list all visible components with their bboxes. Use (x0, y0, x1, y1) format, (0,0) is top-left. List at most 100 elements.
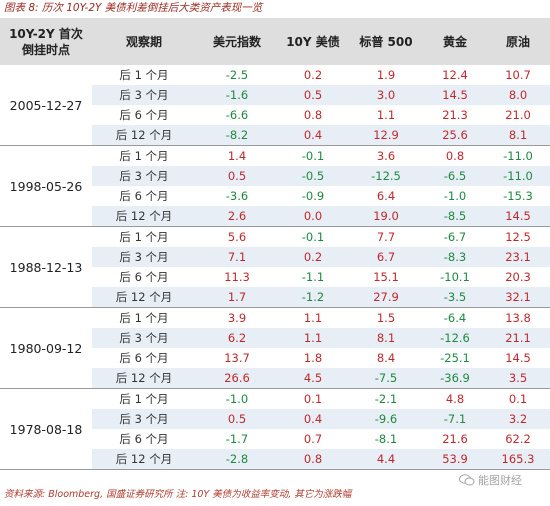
value-sp500: 8.1 (348, 328, 424, 348)
period-label: 后 12 个月 (92, 449, 196, 470)
period-label: 后 1 个月 (119, 392, 169, 406)
value-oil: 0.1 (508, 392, 528, 406)
value-usd: 1.7 (196, 287, 278, 308)
period-label: 后 3 个月 (92, 166, 196, 186)
value-oil: 3.5 (486, 368, 550, 389)
period-label: 后 1 个月 (119, 149, 169, 163)
value-sp500: 6.4 (376, 189, 396, 203)
period-label: 后 3 个月 (92, 247, 196, 267)
value-sp500: 8.4 (376, 351, 396, 365)
value-oil: -15.3 (503, 189, 533, 203)
period-label: 后 3 个月 (92, 85, 196, 105)
period-label: 后 6 个月 (119, 351, 169, 365)
value-10y-treasury: 1.1 (303, 311, 323, 325)
table-row: 后 6 个月 -1.7 0.7 -8.1 21.6 62.2 (0, 429, 550, 449)
header-inversion-date-line1: 10Y-2Y 首次 (9, 26, 83, 41)
value-gold: 21.3 (442, 108, 468, 122)
value-10y-treasury: -1.1 (301, 270, 325, 284)
value-usd: 1.4 (227, 149, 247, 163)
value-usd: -3.6 (225, 189, 249, 203)
value-oil: 62.2 (505, 432, 531, 446)
value-oil: 165.3 (486, 449, 550, 470)
value-oil: 8.1 (486, 125, 550, 146)
value-10y-treasury: 4.5 (278, 368, 348, 389)
value-oil: 23.1 (486, 247, 550, 267)
table-row: 后 12 个月 2.6 0.0 19.0 -8.5 14.5 (0, 206, 550, 227)
table-row: 后 12 个月 -2.8 0.8 4.4 53.9 165.3 (0, 449, 550, 470)
value-10y-treasury: -1.2 (278, 287, 348, 308)
value-usd: -1.7 (225, 432, 249, 446)
period-label: 后 1 个月 (119, 230, 169, 244)
value-sp500: 3.0 (348, 85, 424, 105)
wechat-icon (459, 474, 475, 486)
period-label: 后 12 个月 (92, 125, 196, 146)
value-oil: -11.0 (503, 149, 533, 163)
value-gold: -36.9 (424, 368, 486, 389)
value-10y-treasury: 0.4 (278, 409, 348, 429)
table-row: 1980-09-12 后 1 个月 3.9 1.1 1.5 -6.4 13.8 (0, 307, 550, 389)
value-10y-treasury: -0.9 (301, 189, 325, 203)
value-sp500: -7.5 (348, 368, 424, 389)
asset-performance-table: 10Y-2Y 首次 倒挂时点 观察期 美元指数 10Y 美债 标普 500 黄金… (0, 18, 550, 470)
header-inversion-date-line2: 倒挂时点 (21, 42, 70, 57)
value-sp500: -9.6 (348, 409, 424, 429)
header-10y-treasury: 10Y 美债 (278, 18, 348, 65)
watermark-text: 能图财经 (478, 474, 522, 487)
value-10y-treasury: -0.1 (301, 149, 325, 163)
value-10y-treasury: 0.1 (303, 392, 323, 406)
value-oil: 14.5 (505, 351, 531, 365)
period-label: 后 12 个月 (92, 287, 196, 308)
value-usd: 7.1 (196, 247, 278, 267)
value-usd: 13.7 (224, 351, 250, 365)
value-usd: -2.5 (225, 68, 249, 82)
value-sp500: -12.5 (348, 166, 424, 186)
value-usd: -2.8 (196, 449, 278, 470)
value-gold: -3.5 (424, 287, 486, 308)
value-gold: 53.9 (424, 449, 486, 470)
value-10y-treasury: 0.2 (278, 247, 348, 267)
value-gold: -10.1 (440, 270, 470, 284)
value-gold: -8.3 (424, 247, 486, 267)
value-sp500: 3.6 (376, 149, 396, 163)
value-sp500: 6.7 (348, 247, 424, 267)
value-usd: 0.5 (196, 166, 278, 186)
value-oil: 20.3 (505, 270, 531, 284)
value-oil: 3.2 (486, 409, 550, 429)
period-label: 后 1 个月 (119, 311, 169, 325)
table-body: 2005-12-27 后 1 个月 -2.5 0.2 1.9 12.4 10.7 后 3 个月… (0, 65, 550, 470)
value-gold: 12.4 (442, 68, 468, 82)
value-gold: 0.8 (445, 149, 465, 163)
value-oil: 8.0 (486, 85, 550, 105)
table-row: 后 6 个月 -6.6 0.8 1.1 21.3 21.0 (0, 105, 550, 125)
value-usd: 5.6 (227, 230, 247, 244)
value-gold: 21.6 (442, 432, 468, 446)
value-sp500: 1.9 (376, 68, 396, 82)
value-usd: -8.2 (196, 125, 278, 146)
source-note: 资料来源: Bloomberg, 国盛证券研究所 注: 10Y 美债为收益率变动… (4, 489, 352, 500)
figure-title: 图表 8: 历次 10Y-2Y 美债利差倒挂后大类资产表现一览 (4, 2, 263, 14)
table-row: 1978-08-18 后 1 个月 -1.0 0.1 -2.1 4.8 0.1 (0, 388, 550, 470)
period-label: 后 6 个月 (119, 189, 169, 203)
value-10y-treasury: 0.5 (278, 85, 348, 105)
value-gold: 14.5 (424, 85, 486, 105)
value-sp500: -8.1 (374, 432, 398, 446)
value-usd: -1.6 (196, 85, 278, 105)
value-gold: -6.4 (443, 311, 467, 325)
value-10y-treasury: 0.0 (278, 206, 348, 227)
table-row: 后 3 个月 0.5 0.4 -9.6 -7.1 3.2 (0, 409, 550, 429)
value-sp500: 1.5 (376, 311, 396, 325)
value-oil: 21.1 (486, 328, 550, 348)
header-sp500: 标普 500 (348, 18, 424, 65)
inversion-date: 1988-12-13 (0, 226, 92, 308)
period-label: 后 1 个月 (119, 68, 169, 82)
value-10y-treasury: 0.2 (303, 68, 323, 82)
value-oil: 14.5 (486, 206, 550, 227)
value-usd: 26.6 (196, 368, 278, 389)
value-10y-treasury: 1.1 (278, 328, 348, 348)
table-header-row: 10Y-2Y 首次 倒挂时点 观察期 美元指数 10Y 美债 标普 500 黄金… (0, 18, 550, 65)
value-sp500: 15.1 (373, 270, 399, 284)
value-10y-treasury: -0.1 (301, 230, 325, 244)
period-label: 后 6 个月 (119, 270, 169, 284)
period-label: 后 3 个月 (92, 409, 196, 429)
table-row: 后 6 个月 -3.6 -0.9 6.4 -1.0 -15.3 (0, 186, 550, 206)
